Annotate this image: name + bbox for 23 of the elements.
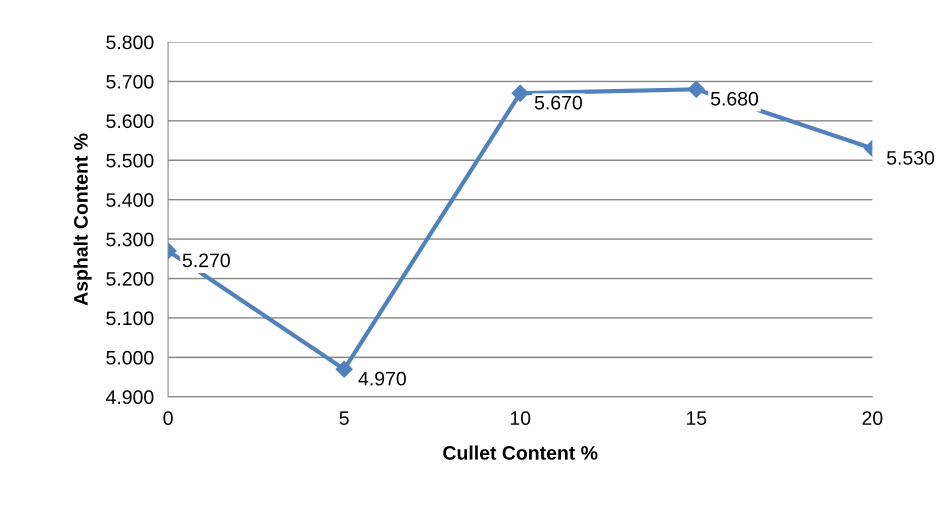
y-tick-label: 5.200	[106, 272, 154, 286]
y-tick-label: 5.600	[106, 114, 154, 128]
data-label: 5.680	[710, 92, 758, 106]
y-tick-label: 5.300	[106, 232, 154, 246]
x-tick-label: 5	[340, 411, 349, 425]
data-label: 5.670	[534, 96, 582, 110]
data-label: 5.530	[887, 150, 934, 165]
x-tick-label: 20	[862, 411, 882, 425]
y-tick-label: 5.400	[106, 193, 154, 207]
y-axis-title: Asphalt Content %	[74, 133, 92, 306]
x-axis-title: Cullet Content %	[443, 445, 598, 460]
y-tick-label: 5.100	[106, 311, 154, 326]
data-label: 4.970	[358, 372, 406, 386]
y-tick-label: 5.000	[106, 350, 154, 365]
y-tick-label: 5.700	[106, 74, 154, 89]
y-tick-label: 5.800	[106, 35, 154, 50]
x-tick-label: 15	[686, 411, 706, 425]
x-tick-label: 0	[163, 411, 173, 425]
data-label: 5.270	[182, 253, 230, 268]
x-tick-label: 10	[510, 411, 530, 425]
y-tick-label: 4.900	[106, 390, 154, 404]
point	[512, 84, 529, 102]
y-tick-label: 5.500	[106, 154, 154, 168]
